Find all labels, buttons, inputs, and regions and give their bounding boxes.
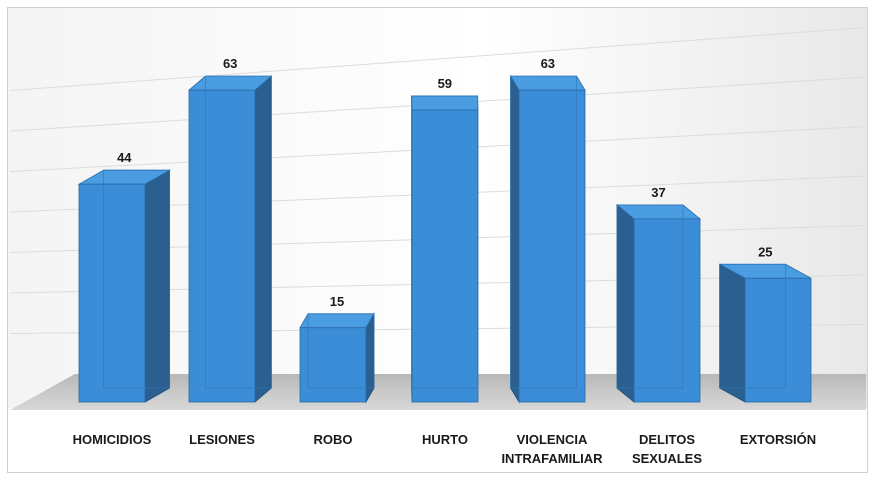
- bar-side: [616, 204, 635, 403]
- bar-inner-edge: [307, 313, 375, 389]
- bar-front: [188, 89, 256, 403]
- bar-side: [144, 169, 171, 403]
- data-label: 25: [758, 244, 772, 259]
- category-label: LESIONES: [189, 432, 255, 447]
- bar: [509, 74, 586, 404]
- bar-side: [510, 74, 520, 404]
- category-label: EXTORSIÓN: [740, 432, 816, 447]
- gridline: [9, 27, 867, 91]
- bar-front: [299, 327, 367, 403]
- data-label: 63: [223, 56, 237, 71]
- bar-inner-edge: [103, 169, 171, 389]
- data-label: 15: [330, 294, 344, 309]
- category-labels: HOMICIDIOS LESIONES ROBO HURTO VIOLENCIA INTR…: [73, 432, 817, 466]
- bar-inner-edge: [204, 75, 272, 389]
- bar-side: [365, 312, 375, 404]
- bar: [615, 204, 702, 403]
- bar-top: [411, 95, 479, 111]
- category-label: DELITOS: [639, 432, 695, 447]
- bar-front: [633, 218, 701, 403]
- bar-front: [744, 277, 812, 403]
- bar-side: [719, 263, 746, 403]
- bars: [77, 74, 812, 404]
- category-label: ROBO: [314, 432, 353, 447]
- data-labels: 44 63 15 59 63 37 25: [117, 56, 772, 309]
- category-label: INTRAFAMILIAR: [501, 451, 603, 466]
- bar-inner-edge: [411, 95, 479, 389]
- data-label: 37: [651, 185, 665, 200]
- bar-inner-edge: [616, 204, 684, 389]
- category-label: HOMICIDIOS: [73, 432, 152, 447]
- bar-side: [254, 75, 272, 403]
- bar: [411, 95, 479, 403]
- category-label: HURTO: [422, 432, 468, 447]
- data-label: 63: [541, 56, 555, 71]
- bar: [77, 169, 172, 403]
- bar-top: [299, 313, 375, 329]
- data-label: 59: [438, 76, 452, 91]
- bar-inner-edge: [510, 75, 577, 389]
- bar: [299, 312, 375, 404]
- bar-front: [411, 109, 479, 403]
- data-label: 44: [117, 150, 132, 165]
- bar-front: [518, 89, 586, 403]
- category-label: SEXUALES: [632, 451, 702, 466]
- bar: [187, 75, 273, 403]
- bar-front: [78, 183, 146, 403]
- bar-top: [509, 75, 586, 91]
- category-label: VIOLENCIA: [517, 432, 588, 447]
- bar-inner-edge: [719, 263, 787, 389]
- bar: [719, 263, 812, 403]
